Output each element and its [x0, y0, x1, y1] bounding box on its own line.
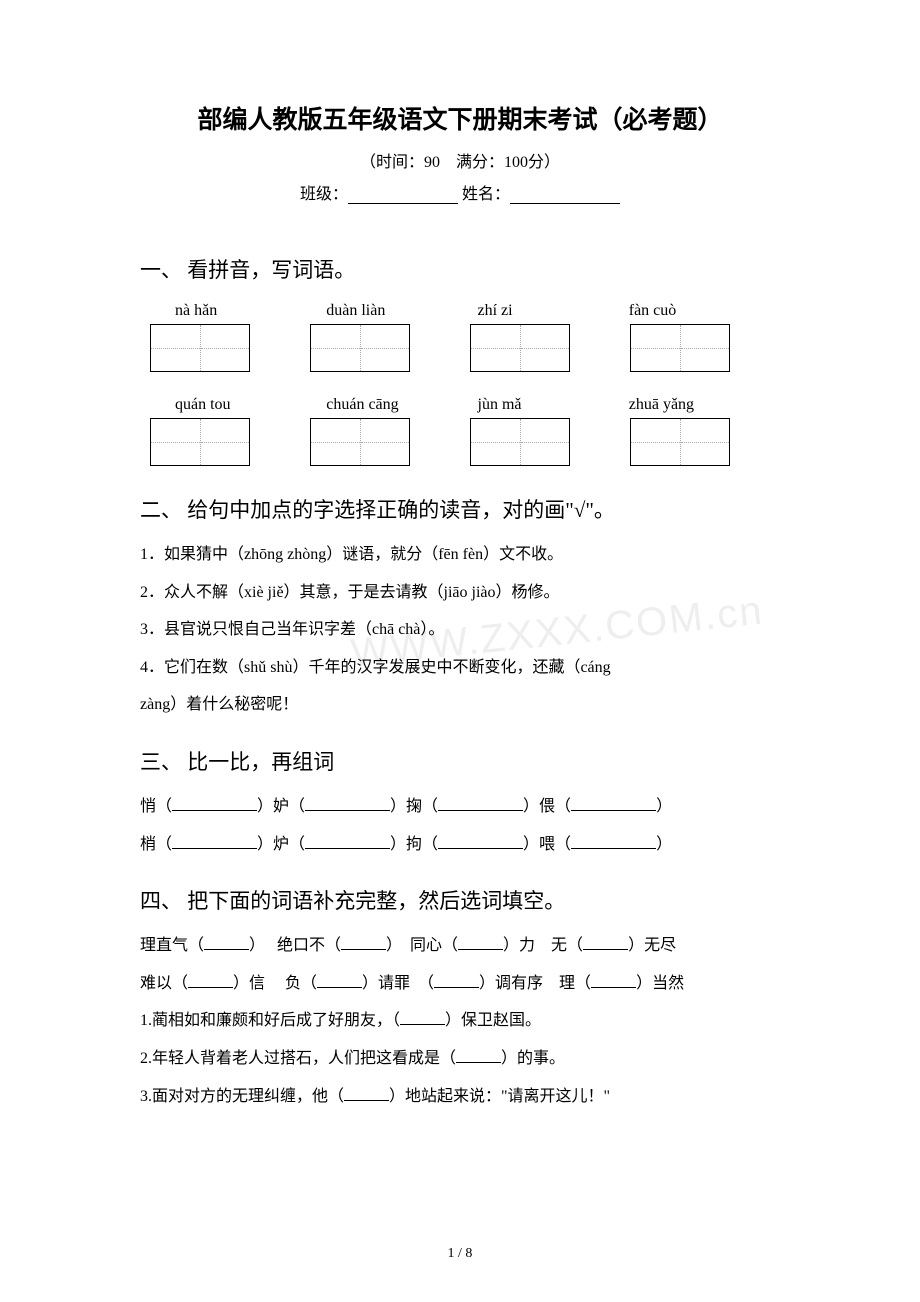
blank[interactable]: [456, 1047, 501, 1063]
text: 难以（: [140, 975, 188, 992]
char-box[interactable]: [470, 418, 570, 466]
text: 理直气（: [140, 937, 204, 954]
page-content: 部编人教版五年级语文下册期末考试（必考题） （时间：90 满分：100分） 班级…: [0, 0, 920, 1109]
pinyin: fàn cuò: [629, 302, 780, 320]
class-blank[interactable]: [348, 188, 458, 204]
text: ）地站起来说："请离开这儿！": [389, 1088, 610, 1105]
section4-title: 四、 把下面的词语补充完整，然后选词填空。: [140, 885, 780, 915]
text: ）力 无（: [503, 937, 583, 954]
char-box[interactable]: [310, 324, 410, 372]
char-label: ）: [656, 836, 672, 853]
pinyin: zhuā yǎng: [629, 396, 780, 414]
pinyin: duàn liàn: [326, 302, 477, 320]
char-label: 梢（: [140, 836, 172, 853]
char-label: ）掬（: [390, 798, 438, 815]
name-blank[interactable]: [510, 188, 620, 204]
text: ）当然: [636, 975, 684, 992]
text: ）的事。: [501, 1050, 565, 1067]
blank[interactable]: [188, 972, 233, 988]
char-label: ）拘（: [390, 836, 438, 853]
blank[interactable]: [438, 795, 523, 811]
char-label: ）炉（: [257, 836, 305, 853]
text: ）请罪 （: [362, 975, 434, 992]
pinyin: zhí zi: [478, 302, 629, 320]
section2-title: 二、 给句中加点的字选择正确的读音，对的画"√"。: [140, 494, 780, 524]
char-label: ）喂（: [523, 836, 571, 853]
char-label: ）偎（: [523, 798, 571, 815]
char-box[interactable]: [150, 418, 250, 466]
blank[interactable]: [204, 934, 249, 950]
blank[interactable]: [317, 972, 362, 988]
class-label: 班级：: [300, 186, 348, 203]
pinyin: nà hǎn: [175, 302, 326, 320]
pinyin: quán tou: [175, 396, 326, 414]
char-label: ）妒（: [257, 798, 305, 815]
s4-l1: 理直气（ ） 绝口不（ ） 同心（ ）力 无（ ）无尽: [140, 933, 780, 959]
text: ）无尽: [628, 937, 676, 954]
q2-2: 2．众人不解（xiè jiě）其意，于是去请教（jiāo jiào）杨修。: [140, 580, 780, 606]
char-box[interactable]: [150, 324, 250, 372]
s4-q2: 2.年轻人背着老人过搭石，人们把这看成是（ ）的事。: [140, 1046, 780, 1072]
pinyin-row-1: nà hǎn duàn liàn zhí zi fàn cuò: [140, 302, 780, 320]
blank[interactable]: [344, 1085, 389, 1101]
char-box-row-1: [140, 324, 780, 372]
section1-title: 一、 看拼音，写词语。: [140, 254, 780, 284]
q2-1: 1．如果猜中（zhōng zhòng）谜语，就分（fēn fèn）文不收。: [140, 542, 780, 568]
blank[interactable]: [571, 795, 656, 811]
q2-4a: 4．它们在数（shǔ shù）千年的汉字发展史中不断变化，还藏（cáng: [140, 655, 780, 681]
page-number: 1 / 8: [0, 1246, 920, 1262]
pinyin: jùn mǎ: [478, 396, 629, 414]
pinyin: chuán cāng: [326, 396, 477, 414]
s3-row1: 悄（ ）妒（ ）掬（ ）偎（ ）: [140, 794, 780, 820]
char-box-row-2: [140, 418, 780, 466]
blank[interactable]: [583, 934, 628, 950]
blank[interactable]: [341, 934, 386, 950]
q2-4b: zàng）着什么秘密呢！: [140, 692, 780, 718]
student-info: 班级： 姓名：: [140, 180, 780, 204]
char-box[interactable]: [630, 418, 730, 466]
text: 3.面对对方的无理纠缠，他（: [140, 1088, 344, 1105]
blank[interactable]: [591, 972, 636, 988]
blank[interactable]: [172, 795, 257, 811]
section3-title: 三、 比一比，再组词: [140, 746, 780, 776]
char-box[interactable]: [310, 418, 410, 466]
blank[interactable]: [305, 795, 390, 811]
s4-l2: 难以（ ）信 负（ ）请罪 （ ）调有序 理（ ）当然: [140, 971, 780, 997]
text: ）信 负（: [233, 975, 317, 992]
blank[interactable]: [400, 1009, 445, 1025]
blank[interactable]: [458, 934, 503, 950]
char-box[interactable]: [470, 324, 570, 372]
name-label: 姓名：: [462, 186, 510, 203]
char-box[interactable]: [630, 324, 730, 372]
text: ）保卫赵国。: [445, 1012, 541, 1029]
char-label: 悄（: [140, 798, 172, 815]
time-score: （时间：90 满分：100分）: [140, 148, 780, 172]
q2-3: 3．县官说只恨自己当年识字差（chā chà）。: [140, 617, 780, 643]
s4-q3: 3.面对对方的无理纠缠，他（ ）地站起来说："请离开这儿！": [140, 1084, 780, 1110]
blank[interactable]: [438, 833, 523, 849]
text: ） 同心（: [386, 937, 458, 954]
text: ） 绝口不（: [249, 937, 341, 954]
char-label: ）: [656, 798, 672, 815]
exam-title: 部编人教版五年级语文下册期末考试（必考题）: [140, 100, 780, 136]
text: 1.蔺相如和廉颇和好后成了好朋友，（: [140, 1012, 400, 1029]
pinyin-row-2: quán tou chuán cāng jùn mǎ zhuā yǎng: [140, 396, 780, 414]
blank[interactable]: [172, 833, 257, 849]
text: ）调有序 理（: [479, 975, 591, 992]
s4-q1: 1.蔺相如和廉颇和好后成了好朋友，（ ）保卫赵国。: [140, 1008, 780, 1034]
blank[interactable]: [571, 833, 656, 849]
s3-row2: 梢（ ）炉（ ）拘（ ）喂（ ）: [140, 832, 780, 858]
blank[interactable]: [434, 972, 479, 988]
blank[interactable]: [305, 833, 390, 849]
text: 2.年轻人背着老人过搭石，人们把这看成是（: [140, 1050, 456, 1067]
